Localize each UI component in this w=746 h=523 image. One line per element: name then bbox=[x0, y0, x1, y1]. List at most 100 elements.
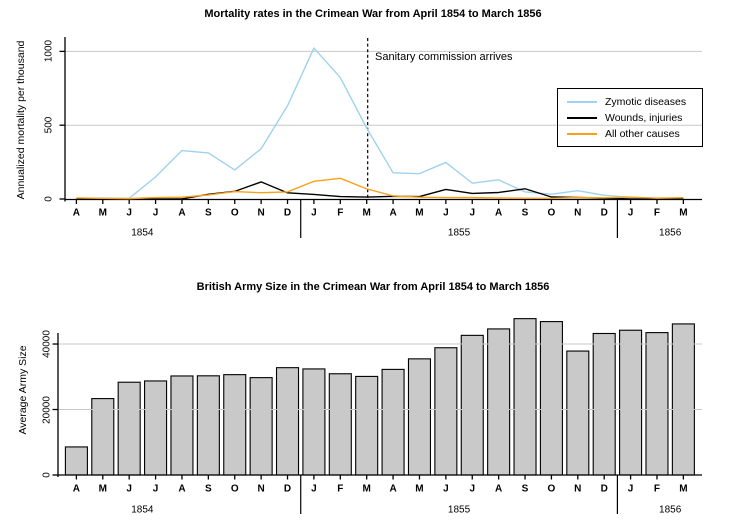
month-label: J bbox=[443, 483, 449, 495]
month-label: A bbox=[495, 483, 503, 495]
army-size-bar bbox=[513, 318, 537, 476]
army-size-bar bbox=[407, 358, 432, 476]
month-label: A bbox=[389, 207, 397, 219]
month-label: S bbox=[205, 483, 212, 495]
army-size-bar bbox=[64, 446, 88, 476]
month-label: S bbox=[205, 207, 212, 219]
year-label: 1854 bbox=[131, 227, 154, 239]
army-size-bar bbox=[196, 375, 220, 476]
mortality-y-tick-label: 500 bbox=[43, 116, 55, 134]
month-label: J bbox=[627, 483, 634, 495]
army-y-tick-label: 0 bbox=[41, 472, 53, 478]
month-label: M bbox=[362, 207, 371, 219]
month-label: A bbox=[495, 207, 503, 219]
army-size-y-axis-label: Average Army Size bbox=[17, 345, 29, 435]
month-label: A bbox=[72, 483, 81, 495]
month-label: O bbox=[230, 207, 239, 219]
army-size-bar bbox=[170, 375, 194, 476]
month-label: O bbox=[547, 207, 556, 219]
army-size-bar bbox=[91, 398, 115, 476]
month-label: A bbox=[72, 207, 81, 219]
army-size-bar bbox=[645, 332, 669, 476]
army-size-bar bbox=[539, 321, 563, 476]
month-label: N bbox=[574, 207, 582, 219]
army-size-bar bbox=[144, 380, 168, 476]
month-label: M bbox=[415, 483, 424, 495]
year-label: 1854 bbox=[131, 504, 154, 516]
army-size-bar bbox=[249, 377, 273, 476]
month-label: J bbox=[126, 207, 132, 219]
legend-label: Wounds, injuries bbox=[605, 112, 683, 124]
series-line bbox=[76, 47, 684, 200]
month-label: F bbox=[337, 207, 344, 219]
year-label: 1856 bbox=[659, 504, 682, 516]
army-size-bar bbox=[381, 368, 405, 476]
series-line bbox=[76, 181, 684, 200]
month-label: D bbox=[283, 207, 292, 219]
month-label: S bbox=[521, 483, 529, 495]
month-label: N bbox=[574, 483, 582, 495]
mortality-y-tick-label: 1000 bbox=[43, 40, 55, 63]
month-label: J bbox=[311, 483, 317, 495]
month-label: J bbox=[152, 207, 159, 219]
army-size-bar bbox=[275, 367, 300, 476]
month-label: F bbox=[337, 483, 344, 495]
army-size-bar bbox=[328, 373, 352, 476]
year-label: 1855 bbox=[447, 227, 471, 239]
month-label: M bbox=[415, 207, 424, 219]
army-size-chart-title: British Army Size in the Crimean War fro… bbox=[196, 281, 550, 293]
month-label: M bbox=[679, 483, 688, 495]
month-label: D bbox=[283, 483, 292, 495]
army-size-bar bbox=[355, 375, 379, 476]
month-label: A bbox=[178, 483, 186, 495]
month-label: J bbox=[152, 483, 159, 495]
army-size-bar bbox=[671, 323, 695, 476]
army-size-bar bbox=[117, 381, 141, 476]
month-label: J bbox=[469, 207, 476, 219]
month-label: D bbox=[600, 207, 608, 219]
army-size-bar bbox=[223, 374, 247, 476]
legend-row: Wounds, injuries bbox=[558, 110, 702, 126]
month-label: J bbox=[126, 483, 132, 495]
army-size-bar bbox=[592, 332, 616, 476]
army-size-bar bbox=[434, 347, 458, 476]
month-label: F bbox=[653, 207, 661, 219]
month-label: O bbox=[547, 483, 556, 495]
year-label: 1855 bbox=[447, 504, 471, 516]
month-label: D bbox=[600, 483, 608, 495]
month-label: N bbox=[257, 483, 265, 495]
series-line bbox=[76, 177, 684, 200]
legend: Zymotic diseases Wounds, injuries All othe… bbox=[557, 88, 703, 147]
army-size-bar bbox=[487, 328, 511, 476]
army-size-bar bbox=[460, 334, 484, 476]
month-label: J bbox=[311, 207, 317, 219]
month-label: M bbox=[679, 207, 688, 219]
month-label: J bbox=[469, 483, 476, 495]
month-label: M bbox=[98, 483, 107, 495]
sanitary-commission-label: Sanitary commission arrives bbox=[375, 51, 513, 63]
month-label: F bbox=[653, 483, 661, 495]
legend-row: Zymotic diseases bbox=[558, 94, 702, 110]
month-label: O bbox=[230, 483, 239, 495]
army-y-tick-label: 20000 bbox=[41, 395, 53, 424]
month-label: M bbox=[362, 483, 371, 495]
month-label: M bbox=[98, 207, 107, 219]
mortality-y-tick-label: 0 bbox=[43, 196, 55, 202]
month-label: N bbox=[257, 207, 265, 219]
army-size-bar bbox=[302, 368, 326, 476]
army-size-bar bbox=[566, 350, 590, 476]
legend-label: All other causes bbox=[605, 128, 680, 140]
month-label: J bbox=[443, 207, 449, 219]
month-label: A bbox=[178, 207, 186, 219]
mortality-chart-title: Mortality rates in the Crimean War from … bbox=[204, 8, 542, 20]
mortality-y-axis-label: Annualized mortality per thousand bbox=[15, 40, 27, 200]
month-label: A bbox=[389, 483, 397, 495]
legend-line-swatch bbox=[567, 133, 597, 135]
legend-line-swatch bbox=[567, 117, 597, 119]
month-label: S bbox=[521, 207, 529, 219]
legend-label: Zymotic diseases bbox=[605, 96, 687, 108]
month-label: J bbox=[627, 207, 634, 219]
army-y-tick-label: 40000 bbox=[41, 330, 53, 358]
legend-row: All other causes bbox=[558, 126, 702, 142]
